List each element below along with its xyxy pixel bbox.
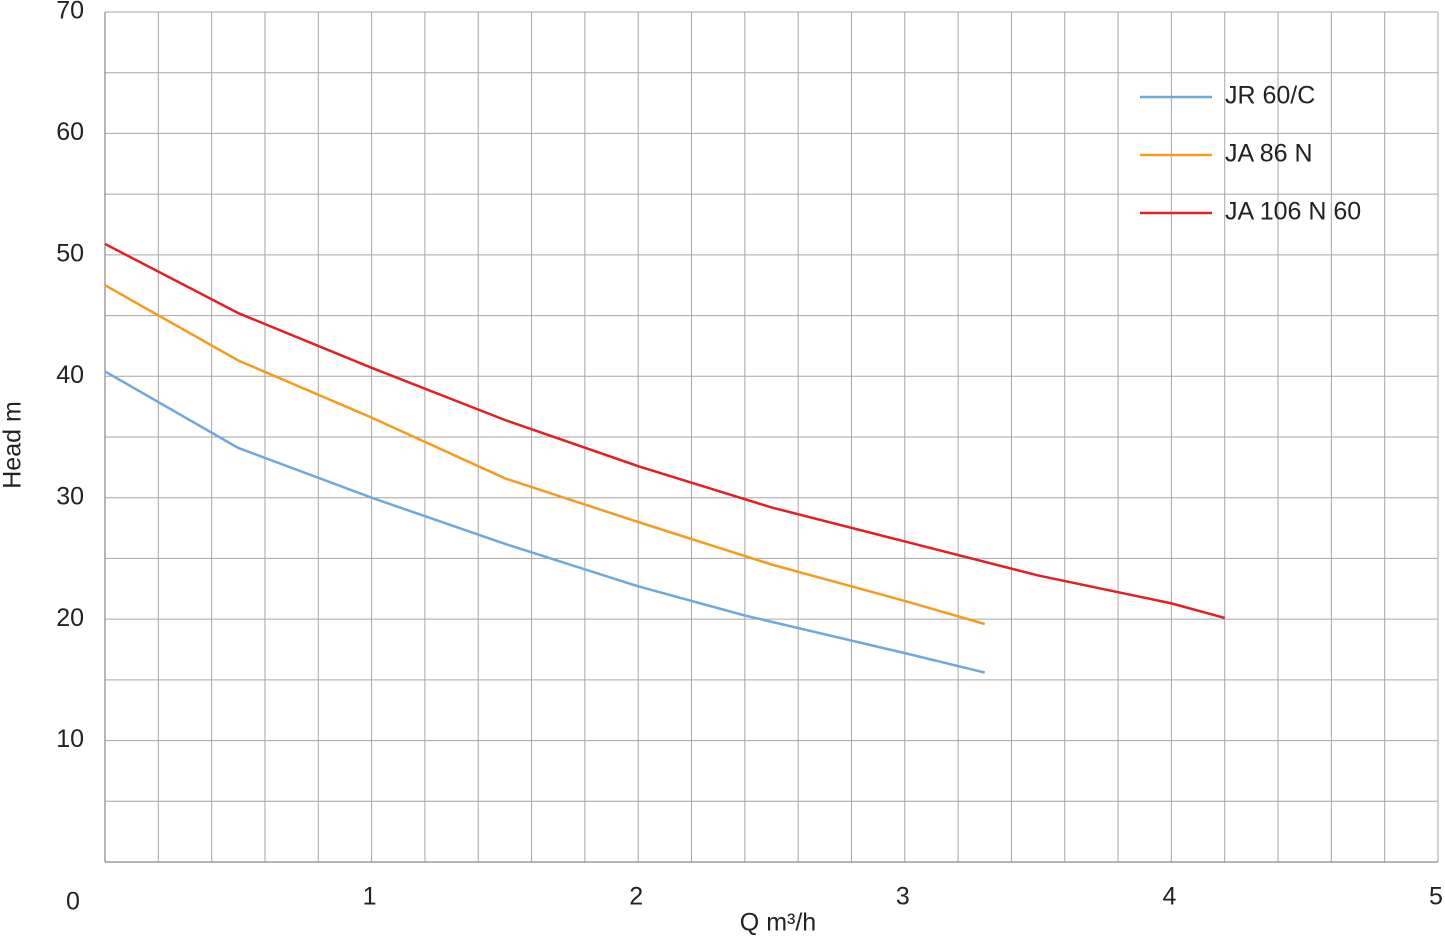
- y-tick-label: 30: [56, 482, 84, 510]
- series-line: [104, 242, 1226, 620]
- y-tick-label: 50: [56, 239, 84, 267]
- y-tick-label: 60: [56, 118, 84, 146]
- legend-label: JA 106 N 60: [1225, 198, 1361, 226]
- x-tick-label: 5: [1429, 883, 1443, 911]
- x-axis-label: Q m³/h: [740, 909, 816, 937]
- y-tick-label: 10: [56, 725, 84, 753]
- x-tick-label: 0: [66, 888, 80, 916]
- x-tick-label: 4: [1162, 883, 1176, 911]
- y-axis-label: Head m: [0, 401, 27, 489]
- x-tick-label: 2: [629, 883, 643, 911]
- series-line: [104, 284, 986, 626]
- legend-label: JR 60/C: [1225, 82, 1315, 110]
- x-tick-label: 1: [363, 883, 377, 911]
- y-tick-label: 40: [56, 361, 84, 389]
- y-tick-label: 70: [56, 0, 84, 25]
- series-line: [104, 370, 986, 674]
- y-tick-label: 20: [56, 604, 84, 632]
- legend-label: JA 86 N: [1225, 140, 1313, 168]
- x-tick-label: 3: [896, 883, 910, 911]
